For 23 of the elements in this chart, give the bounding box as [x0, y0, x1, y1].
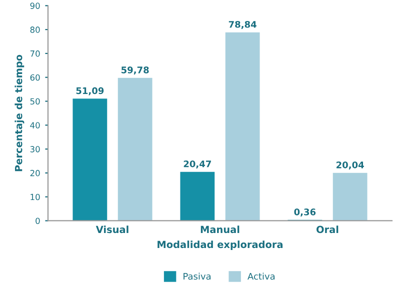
data-label: 20,04: [336, 161, 364, 170]
x-tick-label: Manual: [200, 226, 240, 234]
y-tick-label: 10: [30, 194, 40, 200]
y-tick-label: 40: [30, 122, 40, 128]
y-tick-label: 90: [30, 2, 40, 9]
y-tick-label: 0: [36, 218, 40, 224]
y-tick-label: 20: [30, 170, 40, 176]
data-label: 59,78: [121, 66, 149, 75]
data-label: 20,47: [184, 160, 211, 168]
y-axis-title: Percentaje de tiempo: [14, 54, 24, 172]
data-label: 51,09: [76, 87, 104, 96]
x-tick-label: Oral: [316, 226, 338, 234]
y-tick-label: 80: [30, 26, 40, 33]
y-tick-label: 30: [30, 146, 40, 152]
y-tick-label: 50: [30, 98, 40, 105]
x-axis-title: Modalidad exploradora: [158, 240, 283, 250]
y-tick-label: 70: [30, 50, 40, 57]
legend-label: Pasiva: [184, 272, 211, 280]
data-label: 78,84: [228, 20, 256, 29]
x-tick-label: Visual: [96, 226, 128, 234]
data-label: 0,36: [294, 208, 316, 217]
y-tick-label: 60: [30, 74, 40, 81]
legend-label: Activa: [248, 272, 275, 280]
